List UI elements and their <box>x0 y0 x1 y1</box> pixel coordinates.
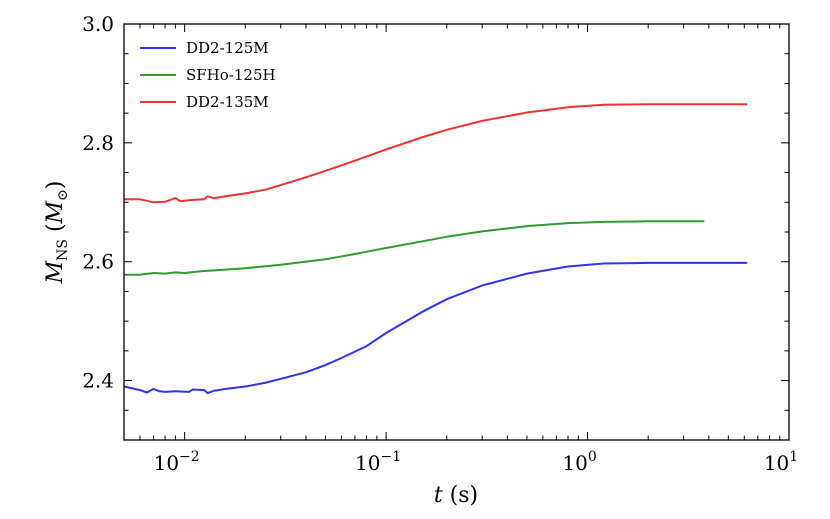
x-tick-label: 100 <box>562 449 596 475</box>
y-tick-label: 3.0 <box>82 12 114 36</box>
series-line-dd2-125m <box>123 261 748 395</box>
ticks-layer: 2.4 2.6 2.8 3.0 10−2 10−1 100 101 <box>82 12 798 475</box>
legend-label-dd2-135m: DD2-135M <box>186 93 269 111</box>
x-axis-label: t (s) <box>434 483 478 508</box>
x-tick-label: 10−2 <box>154 449 200 475</box>
series-line-sfho-125h <box>124 220 705 276</box>
x-tick-label: 101 <box>764 449 798 475</box>
series-line-dd2-135m <box>124 103 748 204</box>
y-tick-label: 2.8 <box>82 131 114 155</box>
legend-label-dd2-125m: DD2-125M <box>186 39 269 57</box>
plot-area <box>124 24 789 440</box>
y-tick-label: 2.4 <box>82 369 114 393</box>
y-tick-label: 2.6 <box>82 250 114 274</box>
legend-label-sfho-125h: SFHo-125H <box>186 66 276 84</box>
legend: DD2-125M SFHo-125H DD2-135M <box>140 39 276 111</box>
x-tick-label: 10−1 <box>355 449 401 475</box>
series-layer <box>123 103 748 395</box>
y-axis-label: MNS (M⊙) <box>43 181 71 285</box>
